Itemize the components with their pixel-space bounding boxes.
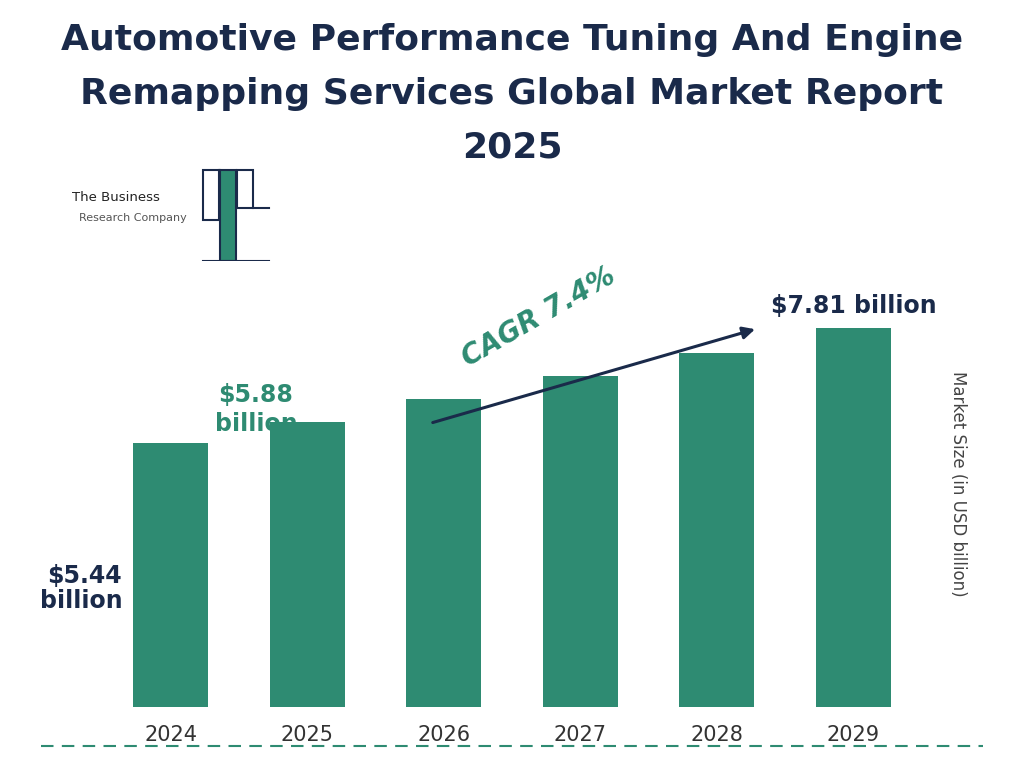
Bar <box>816 329 891 707</box>
Text: The Business: The Business <box>72 191 160 204</box>
Text: billion: billion <box>40 589 122 613</box>
Bar <box>269 422 345 707</box>
Text: Research Company: Research Company <box>79 213 187 223</box>
Text: Automotive Performance Tuning And Engine: Automotive Performance Tuning And Engine <box>61 23 963 57</box>
Bar <box>543 376 617 707</box>
Bar <box>203 170 219 220</box>
Text: CAGR 7.4%: CAGR 7.4% <box>458 262 621 372</box>
Y-axis label: Market Size (in USD billion): Market Size (in USD billion) <box>949 371 967 597</box>
Bar <box>679 353 755 707</box>
Text: $7.81 billion: $7.81 billion <box>770 294 936 318</box>
Bar <box>220 170 236 261</box>
Text: billion: billion <box>215 412 297 436</box>
Text: Remapping Services Global Market Report: Remapping Services Global Market Report <box>81 77 943 111</box>
Text: $5.44: $5.44 <box>47 564 122 588</box>
Text: 2025: 2025 <box>462 131 562 164</box>
Text: $5.88: $5.88 <box>218 383 294 407</box>
Bar <box>407 399 481 707</box>
Bar <box>237 170 253 208</box>
Bar <box>133 443 208 707</box>
